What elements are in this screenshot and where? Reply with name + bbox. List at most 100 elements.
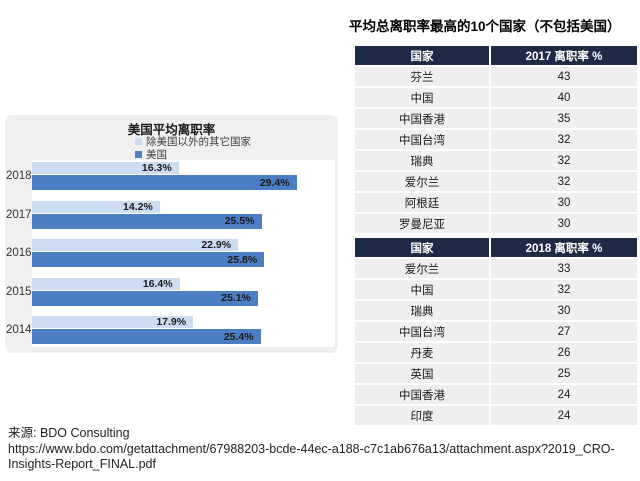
table-row: 中国 32 bbox=[355, 280, 637, 299]
year-label: 2015 bbox=[6, 285, 32, 298]
table-row: 爱尔兰 33 bbox=[355, 259, 637, 278]
bar-other-countries: 22.9% bbox=[32, 239, 239, 251]
table-row: 中国台湾 32 bbox=[355, 130, 637, 149]
bar-group: 2015 16.4% 25.1% bbox=[6, 277, 335, 306]
legend-swatch-us-icon bbox=[135, 151, 142, 158]
table-row: 中国台湾 27 bbox=[355, 322, 637, 341]
country-cell: 阿根廷 bbox=[355, 193, 489, 212]
country-cell: 中国台湾 bbox=[355, 322, 489, 341]
rate-cell: 24 bbox=[491, 385, 637, 404]
table-rows-2017: 芬兰 43 中国 40 中国香港 35 中国台湾 32 瑞典 32 爱尔兰 32 阿根廷 30 罗曼尼亚 30 bbox=[355, 67, 637, 233]
turnover-table-2018: 国家 2018 离职率 % 爱尔兰 33 中国 32 瑞典 30 中国台湾 27 丹麦 26 英国 2… bbox=[355, 238, 637, 427]
source-url-line-1: https://www.bdo.com/getattachment/679882… bbox=[8, 441, 615, 456]
rate-2018-column-header: 2018 离职率 % bbox=[491, 238, 637, 257]
table-row: 中国香港 24 bbox=[355, 385, 637, 404]
bar-other-countries: 16.4% bbox=[32, 277, 180, 290]
legend-item-us: 美国 bbox=[135, 148, 251, 161]
rate-cell: 30 bbox=[491, 214, 637, 233]
rate-cell: 33 bbox=[491, 259, 637, 278]
country-cell: 中国 bbox=[355, 88, 489, 107]
country-cell: 瑞典 bbox=[355, 151, 489, 170]
table-header-row: 国家 2017 离职率 % bbox=[355, 46, 637, 65]
bar-us: 25.1% bbox=[32, 290, 258, 306]
year-label: 2016 bbox=[6, 247, 32, 259]
legend-label-us: 美国 bbox=[146, 149, 167, 161]
source-url-line-2: Insights-Report_FINAL.pdf bbox=[8, 457, 156, 471]
rate-cell: 32 bbox=[491, 280, 637, 299]
country-cell: 英国 bbox=[355, 364, 489, 383]
country-cell: 中国香港 bbox=[355, 109, 489, 128]
table-row: 中国 40 bbox=[355, 88, 637, 107]
bar-other-countries: 17.9% bbox=[32, 316, 194, 328]
bar-other-countries: 14.2% bbox=[32, 200, 160, 213]
bar-us: 29.4% bbox=[32, 175, 297, 190]
country-cell: 印度 bbox=[355, 406, 489, 425]
bar-value-label: 29.4% bbox=[259, 176, 290, 189]
table-row: 芬兰 43 bbox=[355, 67, 637, 86]
bar-value-label: 16.4% bbox=[142, 277, 173, 290]
country-cell: 罗曼尼亚 bbox=[355, 214, 489, 233]
rate-cell: 24 bbox=[491, 406, 637, 425]
bar-value-label: 25.8% bbox=[227, 253, 258, 266]
table-row: 阿根廷 30 bbox=[355, 193, 637, 212]
bar-us: 25.5% bbox=[32, 213, 262, 229]
bar-group: 2018 16.3% 29.4% bbox=[6, 162, 335, 190]
rate-cell: 26 bbox=[491, 343, 637, 362]
bar-group: 2017 14.2% 25.5% bbox=[6, 200, 335, 229]
rate-cell: 32 bbox=[491, 172, 637, 191]
rate-cell: 32 bbox=[491, 151, 637, 170]
table-row: 中国香港 35 bbox=[355, 109, 637, 128]
country-column-header: 国家 bbox=[355, 238, 489, 257]
legend-item-other-countries: 除美国以外的其它国家 bbox=[135, 135, 251, 148]
table-row: 爱尔兰 32 bbox=[355, 172, 637, 191]
rate-cell: 27 bbox=[491, 322, 637, 341]
year-label: 2014 bbox=[6, 324, 32, 336]
bar-value-label: 25.5% bbox=[224, 215, 255, 227]
table-row: 印度 24 bbox=[355, 406, 637, 425]
bar-value-label: 25.4% bbox=[223, 330, 254, 343]
rate-2017-column-header: 2017 离职率 % bbox=[491, 46, 637, 65]
chart-legend: 除美国以外的其它国家 美国 bbox=[135, 135, 251, 161]
table-row: 瑞典 32 bbox=[355, 151, 637, 170]
table-row: 瑞典 30 bbox=[355, 301, 637, 320]
year-label: 2017 bbox=[6, 208, 32, 221]
country-cell: 爱尔兰 bbox=[355, 259, 489, 278]
country-column-header: 国家 bbox=[355, 46, 489, 65]
turnover-table-2017: 国家 2017 离职率 % 芬兰 43 中国 40 中国香港 35 中国台湾 32 瑞典 32 爱尔… bbox=[355, 46, 637, 235]
source-label: 来源: BDO Consulting bbox=[8, 426, 130, 440]
year-label: 2018 bbox=[6, 170, 32, 182]
rate-cell: 35 bbox=[491, 109, 637, 128]
us-turnover-chart-panel: 美国平均离职率 除美国以外的其它国家 美国 2018 16.3% 29.4% 2017… bbox=[5, 115, 338, 353]
rate-cell: 40 bbox=[491, 88, 637, 107]
country-cell: 中国香港 bbox=[355, 385, 489, 404]
bar-value-label: 14.2% bbox=[123, 200, 153, 213]
country-cell: 芬兰 bbox=[355, 67, 489, 86]
bar-us: 25.4% bbox=[32, 329, 261, 344]
table-row: 丹麦 26 bbox=[355, 343, 637, 362]
table-row: 罗曼尼亚 30 bbox=[355, 214, 637, 233]
country-cell: 爱尔兰 bbox=[355, 172, 489, 191]
rate-cell: 43 bbox=[491, 67, 637, 86]
table-header-row: 国家 2018 离职率 % bbox=[355, 238, 637, 257]
bar-value-label: 25.1% bbox=[221, 292, 251, 304]
country-cell: 中国 bbox=[355, 280, 489, 299]
bar-value-label: 22.9% bbox=[201, 239, 232, 251]
bar-value-label: 16.3% bbox=[141, 162, 172, 174]
country-cell: 瑞典 bbox=[355, 301, 489, 320]
bar-group: 2016 22.9% 25.8% bbox=[6, 239, 335, 267]
chart-title: 美国平均离职率 bbox=[127, 123, 216, 137]
bar-value-label: 17.9% bbox=[156, 316, 187, 328]
bar-plot-area: 2018 16.3% 29.4% 2017 14.2% 25.5% 2016 22.9% 25.… bbox=[6, 160, 335, 347]
rate-cell: 25 bbox=[491, 364, 637, 383]
source-block: 来源: BDO Consulting https://www.bdo.com/g… bbox=[8, 426, 615, 473]
rate-cell: 30 bbox=[491, 301, 637, 320]
rate-cell: 30 bbox=[491, 193, 637, 212]
tables-section-title: 平均总离职率最高的10个国家（不包括美国） bbox=[349, 19, 621, 34]
rate-cell: 32 bbox=[491, 130, 637, 149]
bar-group: 2014 17.9% 25.4% bbox=[6, 316, 335, 344]
bar-us: 25.8% bbox=[32, 252, 265, 267]
table-rows-2018: 爱尔兰 33 中国 32 瑞典 30 中国台湾 27 丹麦 26 英国 25 中国香港 24 印度 24 bbox=[355, 259, 637, 425]
legend-swatch-other-countries-icon bbox=[135, 138, 142, 145]
bar-other-countries: 16.3% bbox=[32, 162, 179, 174]
